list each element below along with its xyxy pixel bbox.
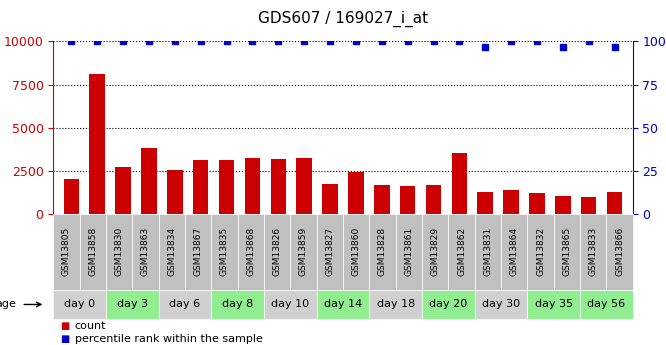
Text: count: count <box>75 321 106 331</box>
Text: ■: ■ <box>60 334 69 344</box>
Bar <box>581 197 597 214</box>
Text: day 6: day 6 <box>169 299 200 309</box>
Text: GSM13829: GSM13829 <box>431 227 440 276</box>
Bar <box>89 74 105 214</box>
Text: GSM13868: GSM13868 <box>246 227 255 276</box>
Bar <box>452 152 467 214</box>
Text: day 20: day 20 <box>429 299 468 309</box>
Text: day 14: day 14 <box>324 299 362 309</box>
Bar <box>193 159 208 214</box>
Text: GSM13835: GSM13835 <box>220 227 229 276</box>
Bar <box>270 159 286 214</box>
Text: age: age <box>0 299 17 309</box>
Text: day 56: day 56 <box>587 299 625 309</box>
Text: GSM13834: GSM13834 <box>167 227 176 276</box>
Bar <box>478 193 493 214</box>
Text: GSM13861: GSM13861 <box>404 227 414 276</box>
Bar <box>64 179 79 214</box>
Bar <box>244 158 260 214</box>
Text: percentile rank within the sample: percentile rank within the sample <box>75 334 262 344</box>
Text: GSM13805: GSM13805 <box>62 227 71 276</box>
Text: GSM13826: GSM13826 <box>272 227 282 276</box>
Text: GSM13828: GSM13828 <box>378 227 387 276</box>
Bar <box>296 158 312 214</box>
Text: GSM13865: GSM13865 <box>562 227 571 276</box>
Bar <box>529 193 545 214</box>
Text: GSM13832: GSM13832 <box>536 227 545 276</box>
Bar <box>348 171 364 214</box>
Bar <box>400 186 416 214</box>
Text: day 30: day 30 <box>482 299 520 309</box>
Text: day 0: day 0 <box>64 299 95 309</box>
Text: GSM13863: GSM13863 <box>141 227 150 276</box>
Text: day 8: day 8 <box>222 299 253 309</box>
Text: GSM13827: GSM13827 <box>325 227 334 276</box>
Text: GSM13864: GSM13864 <box>509 227 519 276</box>
Bar <box>426 186 442 214</box>
Text: day 10: day 10 <box>271 299 310 309</box>
Bar <box>219 159 234 214</box>
Bar <box>374 185 390 214</box>
Text: GSM13867: GSM13867 <box>194 227 202 276</box>
Bar <box>503 190 519 214</box>
Text: GSM13860: GSM13860 <box>352 227 361 276</box>
Text: GDS607 / 169027_i_at: GDS607 / 169027_i_at <box>258 10 428 27</box>
Text: day 3: day 3 <box>117 299 148 309</box>
Text: GSM13830: GSM13830 <box>115 227 124 276</box>
Text: GSM13866: GSM13866 <box>615 227 624 276</box>
Text: GSM13858: GSM13858 <box>89 227 97 276</box>
Text: GSM13833: GSM13833 <box>589 227 597 276</box>
Text: ■: ■ <box>60 321 69 331</box>
Text: GSM13859: GSM13859 <box>299 227 308 276</box>
Bar <box>167 170 182 214</box>
Text: day 35: day 35 <box>535 299 573 309</box>
Bar <box>322 184 338 214</box>
Text: day 18: day 18 <box>376 299 415 309</box>
Bar <box>141 148 157 214</box>
Bar <box>607 193 622 214</box>
Text: GSM13862: GSM13862 <box>457 227 466 276</box>
Text: GSM13831: GSM13831 <box>484 227 492 276</box>
Bar <box>555 196 571 214</box>
Bar <box>115 167 131 214</box>
